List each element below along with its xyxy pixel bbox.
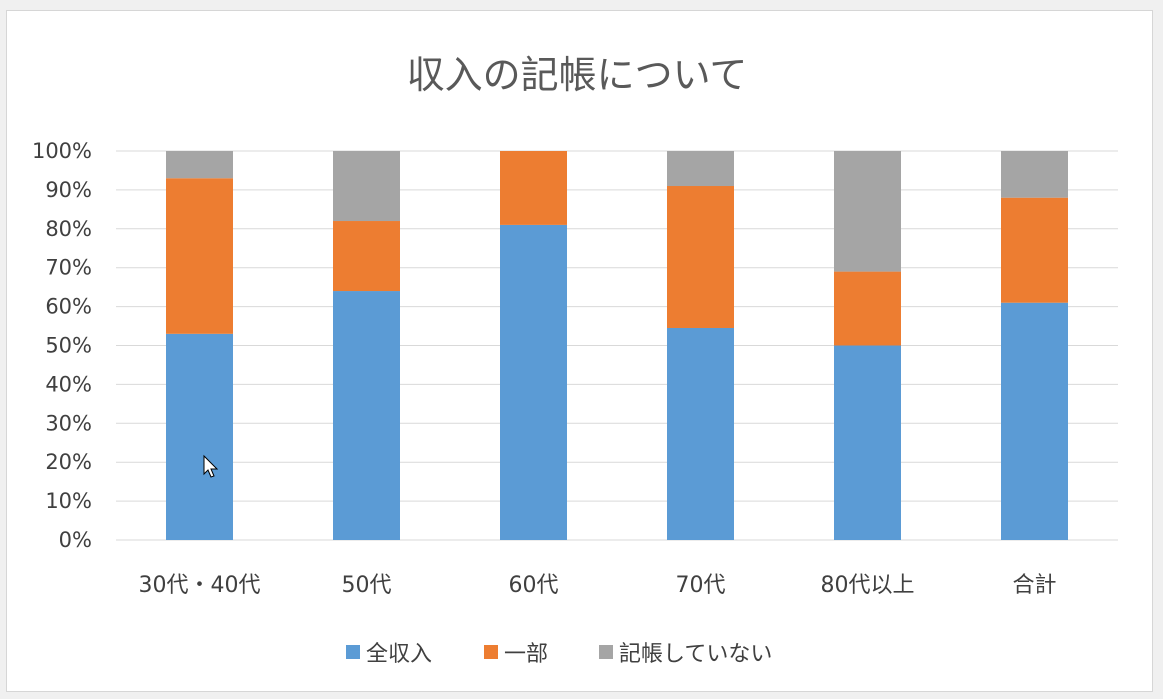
y-tick-label: 80% xyxy=(45,217,92,241)
bar-segment xyxy=(333,221,400,292)
x-category-label: 30代・40代 xyxy=(139,573,261,598)
bar-segment xyxy=(333,291,400,540)
y-tick-label: 20% xyxy=(45,450,92,474)
legend-label: 記帳していない xyxy=(619,642,772,667)
x-category-label: 合計 xyxy=(1012,573,1056,598)
y-tick-label: 50% xyxy=(45,334,92,358)
bar-segment xyxy=(667,327,734,540)
bar-segment xyxy=(500,224,567,540)
y-tick-label: 0% xyxy=(59,528,92,552)
legend-label: 一部 xyxy=(504,642,548,667)
bar-segment xyxy=(834,151,901,272)
bar-segment xyxy=(667,151,734,187)
bar-segment xyxy=(333,151,400,222)
bars xyxy=(166,151,1068,540)
y-tick-label: 70% xyxy=(45,256,92,280)
legend-swatch xyxy=(346,645,360,659)
y-tick-label: 10% xyxy=(45,489,92,513)
y-tick-label: 90% xyxy=(45,178,92,202)
y-tick-label: 100% xyxy=(32,139,92,163)
bar-segment xyxy=(166,333,233,540)
legend-swatch xyxy=(599,645,613,659)
y-tick-label: 40% xyxy=(45,372,92,396)
chart-title: 収入の記帳について xyxy=(407,53,748,97)
bar-segment xyxy=(166,151,233,179)
bar-segment xyxy=(500,151,567,225)
x-category-label: 80代以上 xyxy=(821,573,915,598)
bar-segment xyxy=(166,178,233,334)
y-tick-label: 60% xyxy=(45,295,92,319)
gridlines xyxy=(116,150,1118,541)
x-axis-categories: 30代・40代 50代 60代 70代 80代以上 合計 xyxy=(139,573,1057,598)
legend-label: 全収入 xyxy=(366,642,432,667)
x-category-label: 50代 xyxy=(342,573,392,598)
bar-segment xyxy=(1001,302,1068,540)
legend: 全収入 一部 記帳していない xyxy=(346,642,772,667)
y-axis-ticks: 0% 10% 20% 30% 40% 50% 60% 70% 80% 90% 100% xyxy=(32,139,92,552)
x-category-label: 70代 xyxy=(676,573,726,598)
bar-segment xyxy=(667,186,734,328)
legend-swatch xyxy=(484,645,498,659)
bar-segment xyxy=(834,345,901,540)
bar-segment xyxy=(1001,151,1068,198)
bar-segment xyxy=(1001,197,1068,303)
bar-segment xyxy=(834,271,901,346)
mouse-cursor-icon xyxy=(203,454,219,478)
y-tick-label: 30% xyxy=(45,411,92,435)
x-category-label: 60代 xyxy=(509,573,559,598)
